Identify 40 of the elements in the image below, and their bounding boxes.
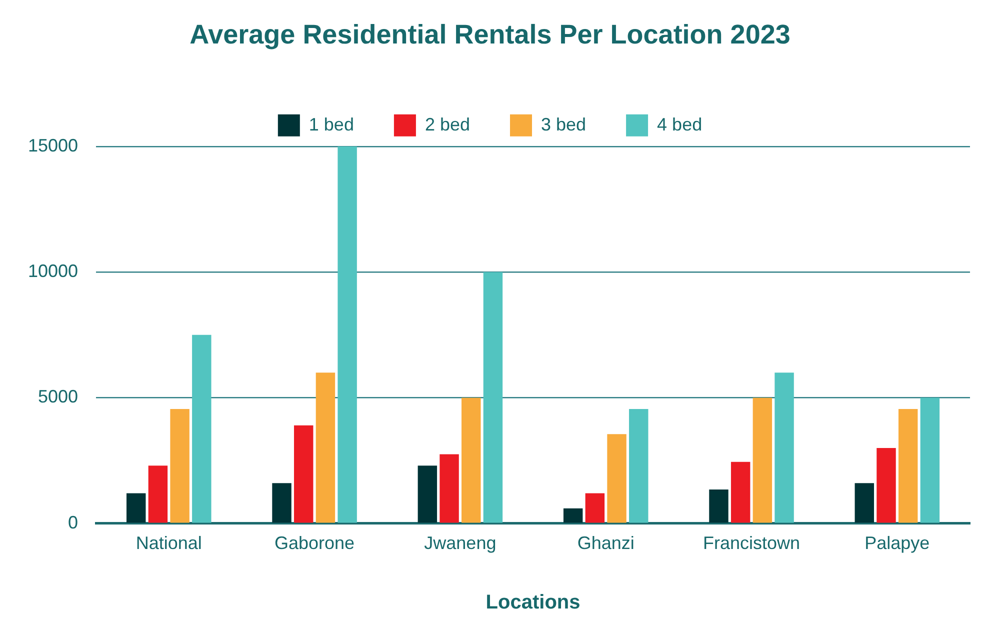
bar: [170, 409, 190, 523]
x-tick-label: Francistown: [703, 533, 800, 554]
bar: [854, 483, 874, 523]
bar: [316, 372, 336, 523]
bar: [148, 466, 168, 523]
bar: [585, 493, 605, 523]
x-tick-label: Gaborone: [274, 533, 355, 554]
bar: [752, 398, 772, 523]
x-tick-label: Jwaneng: [424, 533, 496, 554]
y-tick-label: 10000: [28, 261, 78, 282]
bar: [607, 434, 626, 523]
bar: [483, 272, 503, 523]
x-tick-label: Palapye: [864, 533, 930, 554]
legend-label: 4 bed: [657, 114, 702, 134]
chart-title: Average Residential Rentals Per Location 2023: [190, 20, 790, 50]
bar: [563, 508, 583, 523]
x-tick-label: National: [136, 533, 202, 554]
bar: [192, 334, 212, 523]
legend-label: 3 bed: [541, 114, 586, 134]
bar: [126, 493, 146, 523]
bar: [462, 398, 481, 523]
bar: [876, 448, 896, 523]
bar: [920, 398, 940, 523]
bar: [774, 372, 794, 523]
bar: [418, 466, 438, 523]
bar: [338, 146, 357, 523]
bar: [272, 483, 292, 523]
bar: [294, 425, 314, 523]
bar: [730, 462, 750, 523]
y-tick-label: 5000: [38, 386, 78, 407]
y-tick-label: 15000: [28, 135, 78, 156]
x-axis-title: Locations: [486, 592, 580, 614]
bar: [629, 409, 648, 523]
bar: [898, 409, 918, 523]
bar: [440, 454, 459, 523]
legend-label: 1 bed: [308, 114, 354, 134]
x-tick-label: Ghanzi: [577, 533, 634, 554]
y-tick-label: 0: [68, 512, 78, 532]
legend-label: 2 bed: [424, 114, 470, 134]
bar: [709, 489, 728, 523]
